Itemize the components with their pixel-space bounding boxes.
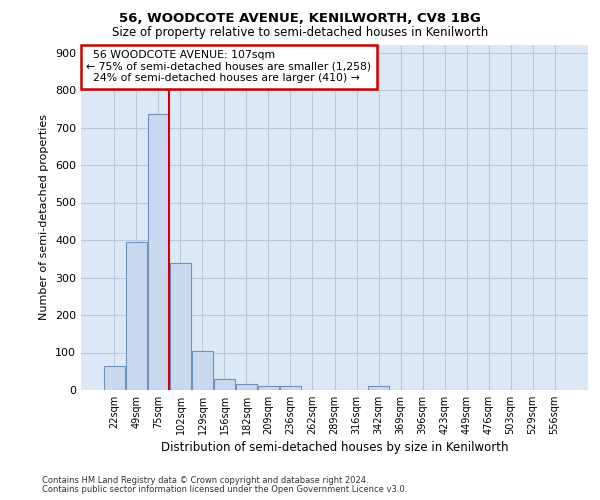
Text: 56, WOODCOTE AVENUE, KENILWORTH, CV8 1BG: 56, WOODCOTE AVENUE, KENILWORTH, CV8 1BG bbox=[119, 12, 481, 26]
Text: Size of property relative to semi-detached houses in Kenilworth: Size of property relative to semi-detach… bbox=[112, 26, 488, 39]
Text: Contains public sector information licensed under the Open Government Licence v3: Contains public sector information licen… bbox=[42, 485, 407, 494]
Bar bbox=[280, 386, 301, 390]
Bar bbox=[236, 384, 257, 390]
Bar bbox=[214, 379, 235, 390]
X-axis label: Distribution of semi-detached houses by size in Kenilworth: Distribution of semi-detached houses by … bbox=[161, 441, 508, 454]
Bar bbox=[368, 386, 389, 390]
Bar bbox=[258, 386, 279, 390]
Bar bbox=[170, 263, 191, 390]
Bar bbox=[104, 366, 125, 390]
Text: Contains HM Land Registry data © Crown copyright and database right 2024.: Contains HM Land Registry data © Crown c… bbox=[42, 476, 368, 485]
Bar bbox=[126, 242, 147, 390]
Bar bbox=[148, 114, 169, 390]
Text: 56 WOODCOTE AVENUE: 107sqm
← 75% of semi-detached houses are smaller (1,258)
  2: 56 WOODCOTE AVENUE: 107sqm ← 75% of semi… bbox=[86, 50, 371, 84]
Bar bbox=[192, 350, 213, 390]
Y-axis label: Number of semi-detached properties: Number of semi-detached properties bbox=[40, 114, 49, 320]
